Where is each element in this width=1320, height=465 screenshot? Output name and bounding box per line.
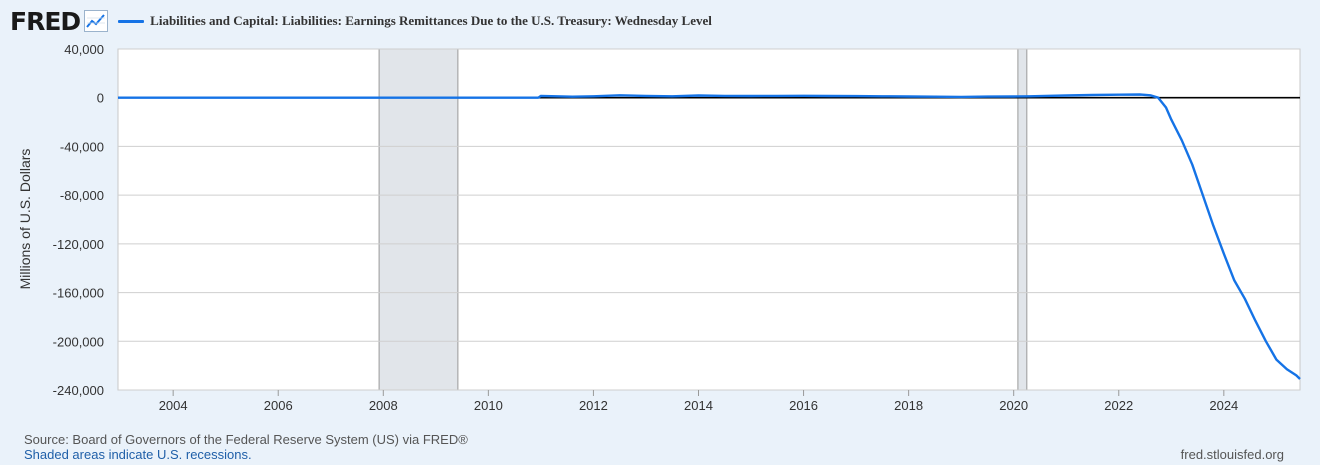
x-tick-label: 2006 [264,398,293,413]
series-layer [118,93,1301,380]
x-tick-label: 2022 [1104,398,1133,413]
x-tick-label: 2018 [894,398,923,413]
x-tick-labels: 2004 2006 2008 2010 2012 2014 2016 2018 2020 2022… [159,390,1238,413]
series-line-0 [118,93,1301,380]
x-tick-label: 2004 [159,398,188,413]
y-tick-label: -80,000 [60,188,104,203]
fred-logo[interactable]: FRED [10,6,109,36]
x-tick-label: 2016 [789,398,818,413]
source-text: Source: Board of Governors of the Federa… [24,432,468,447]
x-tick-label: 2008 [369,398,398,413]
fred-url[interactable]: fred.stlouisfed.org [1180,447,1284,462]
x-tick-label: 2014 [684,398,713,413]
chart-header: FRED Liabilities and Capital: Liabilitie… [10,6,712,36]
fred-logo-text: FRED [10,6,81,36]
y-tick-label: -120,000 [53,237,104,252]
recession-band-0 [378,48,459,391]
x-tick-label: 2012 [579,398,608,413]
y-tick-label: -240,000 [53,383,104,398]
line-chart: 40,000 0 -40,000 -80,000 -120,000 -160,000 -20… [17,42,1301,413]
recession-layer [378,48,1028,391]
y-tick-label: -40,000 [60,139,104,154]
line-graph-icon [84,10,109,32]
recession-band-1 [1017,48,1028,391]
x-tick-label: 2010 [474,398,503,413]
x-tick-label: 2020 [999,398,1028,413]
y-tick-label: -200,000 [53,334,104,349]
x-tick-label: 2024 [1209,398,1238,413]
y-tick-label: 40,000 [64,42,104,57]
y-tick-label: 0 [97,91,104,106]
series-title[interactable]: Liabilities and Capital: Liabilities: Ea… [150,13,712,28]
plot-area [117,48,1301,391]
legend-swatch [118,19,145,23]
recession-note-link[interactable]: Shaded areas indicate U.S. recessions. [24,447,252,462]
y-tick-label: -160,000 [53,286,104,301]
y-axis-label: Millions of U.S. Dollars [17,149,33,290]
y-tick-labels: 40,000 0 -40,000 -80,000 -120,000 -160,000 -20… [53,42,104,398]
